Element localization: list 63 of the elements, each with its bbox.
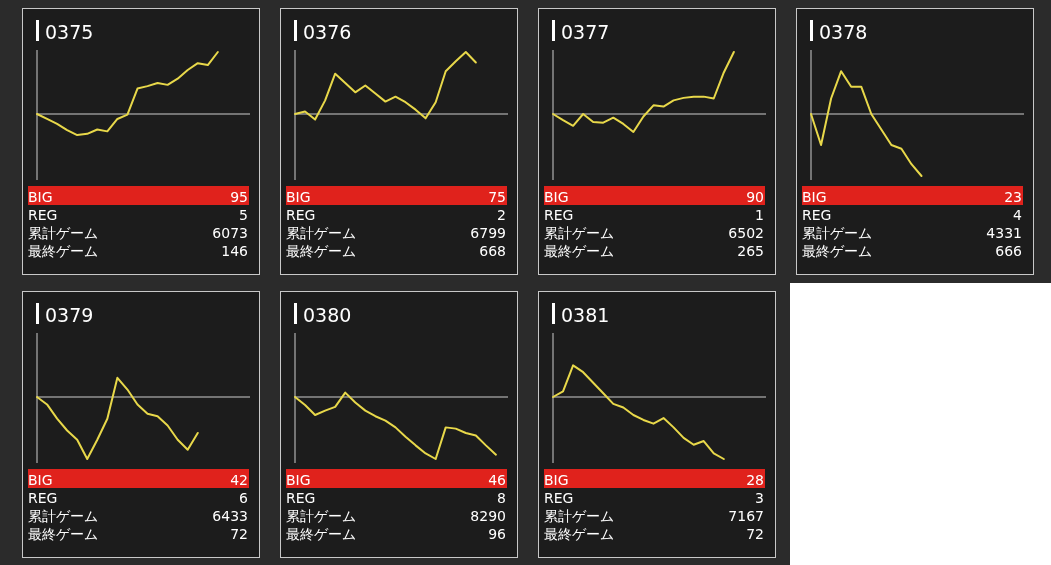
text: 75 xyxy=(488,189,506,205)
chart-title: 0381 xyxy=(561,304,610,326)
text: 最終ゲーム xyxy=(286,243,356,259)
text: 6073 xyxy=(212,225,248,241)
chart-title: 0377 xyxy=(561,21,610,43)
text: 累計ゲーム xyxy=(28,225,98,241)
text: 3 xyxy=(755,490,764,506)
text: 90 xyxy=(746,189,764,205)
text: 累計ゲーム xyxy=(286,508,356,524)
text: BIG xyxy=(286,189,311,205)
text: 666 xyxy=(995,243,1023,259)
text: BIG xyxy=(544,472,569,488)
text: 265 xyxy=(737,243,764,259)
text: REG xyxy=(544,207,574,223)
text: 4 xyxy=(1013,207,1023,223)
chart-title: 0375 xyxy=(45,21,94,43)
text: 累計ゲーム xyxy=(544,225,614,241)
text: REG xyxy=(286,490,316,506)
text: 累計ゲーム xyxy=(286,225,356,241)
text: 累計ゲーム xyxy=(802,225,872,241)
text: 96 xyxy=(488,526,507,542)
text: 6 xyxy=(239,490,249,506)
text: BIG xyxy=(802,189,827,205)
text: 8290 xyxy=(470,508,506,524)
chart-title: 0380 xyxy=(303,304,352,326)
text: 8 xyxy=(497,490,506,506)
text: 668 xyxy=(479,243,506,259)
text: BIG xyxy=(286,472,311,488)
text: 95 xyxy=(230,189,248,205)
text: REG xyxy=(28,490,58,506)
text: 46 xyxy=(488,472,507,488)
text: REG xyxy=(28,207,58,223)
text: 最終ゲーム xyxy=(544,243,614,259)
text: 7167 xyxy=(728,508,764,524)
text: BIG xyxy=(28,472,53,488)
text: 最終ゲーム xyxy=(802,243,872,259)
text: 累計ゲーム xyxy=(544,508,614,524)
text: 72 xyxy=(230,526,248,542)
text: REG xyxy=(286,207,316,223)
chart-title: 0379 xyxy=(45,304,94,326)
text: 42 xyxy=(230,472,248,488)
chart-title: 0378 xyxy=(819,21,868,43)
text: 72 xyxy=(746,526,764,542)
text: 累計ゲーム xyxy=(28,508,98,524)
text: 23 xyxy=(1004,189,1022,205)
text: 4331 xyxy=(986,225,1022,241)
chart-title: 0376 xyxy=(303,21,352,43)
text: 最終ゲーム xyxy=(28,526,98,542)
text: 146 xyxy=(221,243,249,259)
text: 6799 xyxy=(470,225,506,241)
text: 28 xyxy=(746,472,764,488)
text: 最終ゲーム xyxy=(28,243,98,259)
text: BIG xyxy=(28,189,53,205)
text: BIG xyxy=(544,189,569,205)
text: REG xyxy=(802,207,832,223)
text: 6502 xyxy=(728,225,764,241)
text: 2 xyxy=(497,207,506,223)
text: REG xyxy=(544,490,574,506)
text: 6433 xyxy=(212,508,248,524)
text: 5 xyxy=(239,207,248,223)
text: 1 xyxy=(755,207,764,223)
text: 最終ゲーム xyxy=(544,526,614,542)
text: 最終ゲーム xyxy=(286,526,356,542)
